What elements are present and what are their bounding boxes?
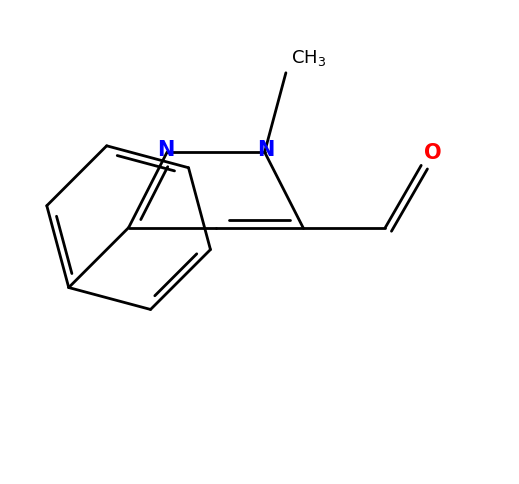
Text: N: N	[157, 139, 175, 160]
Text: O: O	[424, 143, 441, 163]
Text: CH$_3$: CH$_3$	[291, 47, 326, 68]
Text: N: N	[257, 139, 275, 160]
